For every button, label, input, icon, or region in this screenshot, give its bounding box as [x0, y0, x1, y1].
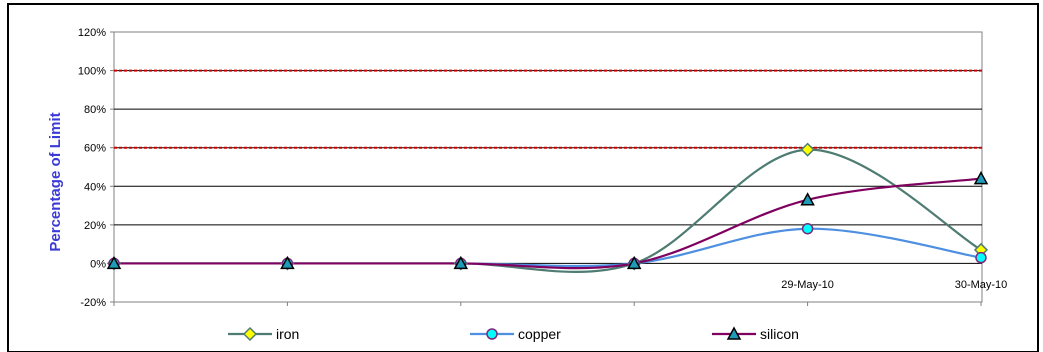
y-tick-label: 20%: [84, 220, 106, 232]
y-tick-label: -20%: [80, 297, 106, 309]
plot-area: [113, 31, 983, 303]
y-tick-label: 120%: [78, 27, 106, 39]
legend-marker-iron: [242, 326, 258, 342]
legend-label-iron: iron: [276, 326, 299, 342]
y-tick-label: 0%: [90, 258, 106, 270]
x-tick-label: 30-May-10: [955, 279, 1008, 291]
y-tick-label: 100%: [78, 66, 106, 78]
data-point-iron: [800, 142, 815, 157]
data-point-silicon: [106, 255, 122, 270]
series-line-silicon: [114, 177, 982, 270]
data-point-copper: [975, 251, 987, 264]
series-markers: [106, 142, 989, 271]
series-lines: [114, 148, 982, 273]
y-axis-ticks: 120% 100% 80% 60% 40% 20% 0% -20%: [78, 27, 114, 309]
gridlines: [114, 70, 982, 264]
legend-marker-silicon: [726, 326, 742, 340]
y-tick-label: 40%: [84, 181, 106, 193]
legend-marker-copper: [486, 328, 498, 340]
x-axis-ticks: 29-May-10 30-May-10: [113, 279, 1008, 306]
data-point-silicon: [973, 171, 989, 185]
data-point-silicon: [453, 255, 469, 270]
y-tick-label: 60%: [84, 143, 106, 155]
legend: iron copper silicon: [228, 326, 799, 342]
data-point-silicon: [800, 192, 815, 206]
y-axis-label: Percentage of Limit: [47, 112, 64, 251]
data-point-silicon: [280, 255, 295, 270]
data-point-copper: [801, 222, 814, 235]
data-point-silicon: [626, 255, 642, 270]
legend-label-copper: copper: [518, 326, 561, 342]
legend-label-silicon: silicon: [760, 326, 799, 342]
x-tick-label: 29-May-10: [781, 279, 834, 291]
y-tick-label: 80%: [84, 104, 106, 116]
